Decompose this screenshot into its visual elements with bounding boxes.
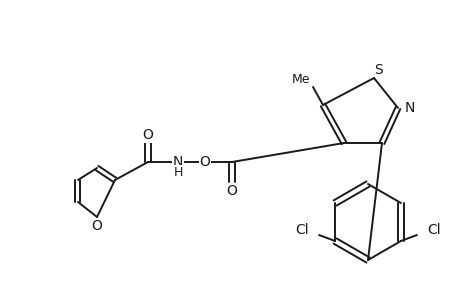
Text: O: O [91, 219, 102, 233]
Text: Cl: Cl [295, 223, 308, 237]
Text: S: S [374, 63, 382, 77]
Text: O: O [199, 155, 210, 169]
Text: O: O [142, 128, 153, 142]
Text: Cl: Cl [426, 223, 440, 237]
Text: Me: Me [291, 73, 309, 85]
Text: O: O [226, 184, 237, 198]
Text: N: N [173, 155, 183, 169]
Text: N: N [404, 101, 414, 115]
Text: H: H [173, 166, 182, 178]
